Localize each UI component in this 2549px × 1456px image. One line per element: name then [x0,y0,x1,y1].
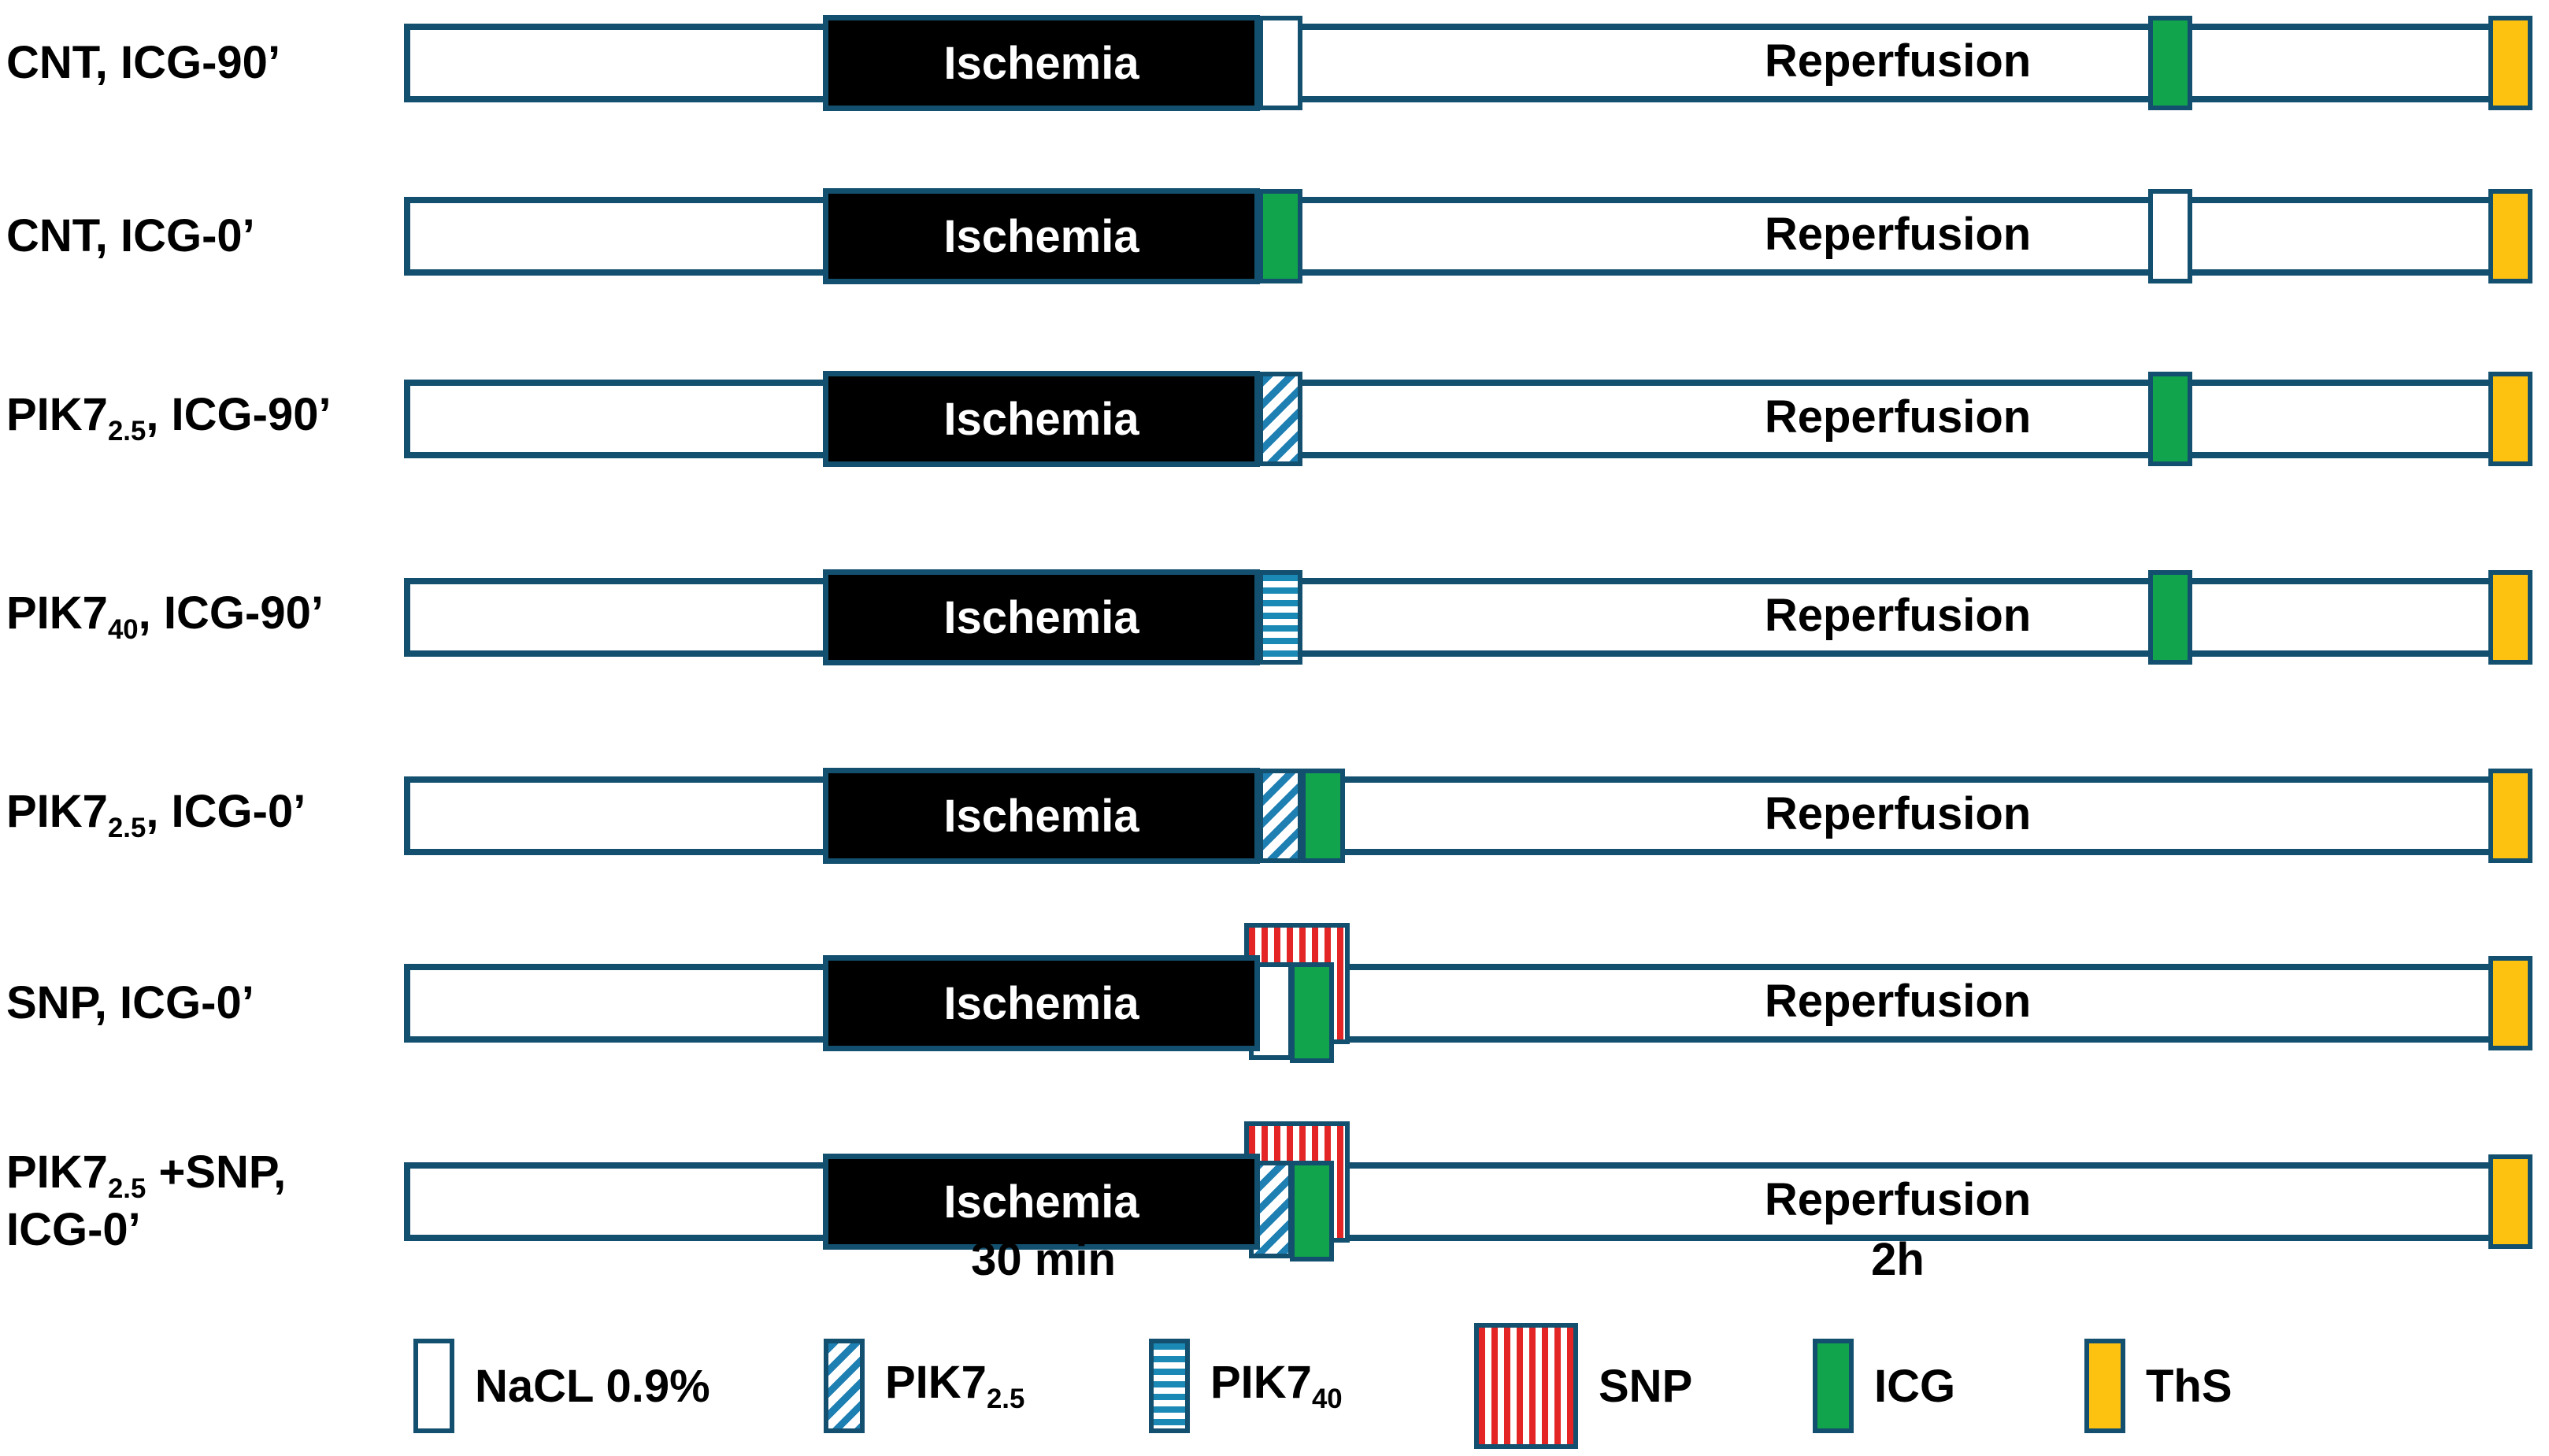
label-text: , ICG-0’ [146,786,306,838]
snp-marker-legend-swatch [1474,1323,1578,1449]
ths-marker-end [2488,769,2532,863]
label-text: ICG-0’ [6,1204,141,1256]
legend-item-icg: ICG [1813,1339,1955,1433]
reperfusion-duration-label: 2h [1871,1234,1925,1285]
legend-item-pik40: PIK740 [1149,1339,1343,1433]
ischemia-duration-label: 30 min [971,1234,1116,1285]
label-text: , ICG-90’ [146,389,332,441]
timeline-bar-pik7-2-5-snp-icg0 [404,1162,2532,1241]
icg-marker [1301,769,1345,863]
ischemia-block: Ischemia [823,188,1260,284]
subscript-text: 2.5 [107,1173,146,1205]
label-text: CNT, ICG-0’ [6,209,255,261]
group-label-pik7-2-5-icg90: PIK72.5, ICG-90’ [6,343,400,495]
timeline-bar-pik7-2-5-icg90 [404,380,2532,458]
subscript-text: 40 [107,614,139,646]
timeline-bar-cnt-icg0 [404,197,2532,276]
pik7-2-5-marker-legend-swatch [824,1339,865,1433]
ischemia-block: Ischemia [823,768,1260,864]
ths-marker-end [2488,372,2532,466]
subscript-text: 40 [1311,1384,1343,1415]
nacl-marker-90min [2148,189,2192,283]
timeline-bar-pik7-2-5-icg0 [404,776,2532,855]
reperfusion-segment-label: Reperfusion [1764,976,2032,1027]
group-label-snp-icg0: SNP, ICG-0’ [6,928,400,1079]
reperfusion-segment-label: Reperfusion [1764,1174,2032,1225]
icg-marker-90min [2148,372,2192,466]
group-label-pik7-2-5-icg0: PIK72.5, ICG-0’ [6,740,400,891]
icg-marker [1258,189,1302,283]
ischemia-block: Ischemia [823,371,1260,467]
timeline-bar-pik7-40-icg90 [404,578,2532,657]
label-text: PIK7 [885,1357,987,1409]
group-label-pik7-40-icg90: PIK740, ICG-90’ [6,542,400,693]
subscript-text: 2.5 [107,416,146,447]
label-text: PIK7 [1210,1357,1312,1409]
ischemia-block: Ischemia [823,569,1260,665]
reperfusion-segment-label: Reperfusion [1764,788,2032,839]
label-text: SNP, ICG-0’ [6,976,254,1028]
timeline-bar-cnt-icg90 [404,24,2532,102]
pik7-2-5-marker [1258,769,1302,863]
ischemia-block: Ischemia [823,1154,1260,1250]
reperfusion-segment-label: Reperfusion [1764,209,2032,260]
legend-item-ths: ThS [2084,1339,2232,1433]
icg-marker-legend-swatch [1813,1339,1854,1433]
ths-marker-end [2488,570,2532,665]
ths-marker-legend-swatch [2084,1339,2125,1433]
pik7-2-5-marker [1258,372,1302,466]
ischemia-block: Ischemia [823,15,1260,111]
icg-marker [1290,962,1334,1063]
group-label-cnt-icg0: CNT, ICG-0’ [6,161,400,312]
ischemia-block: Ischemia [823,955,1260,1051]
label-text: NaCL 0.9% [475,1360,710,1412]
timeline-bar-snp-icg0 [404,964,2532,1043]
label-text: ThS [2146,1360,2232,1412]
label-text: PIK7 [6,786,108,838]
ths-marker-end [2488,16,2532,110]
nacl-marker [1258,16,1302,110]
reperfusion-segment-label: Reperfusion [1764,35,2032,87]
ths-marker-end [2488,956,2532,1050]
legend-item-snp: SNP [1474,1323,1692,1449]
reperfusion-segment-label: Reperfusion [1764,391,2032,443]
subscript-text: 2.5 [107,813,146,844]
pik7-40-marker-legend-swatch [1149,1339,1190,1433]
label-text: PIK7 [6,587,108,639]
reperfusion-segment-label: Reperfusion [1764,590,2032,641]
legend-item-nacl: NaCL 0.9% [413,1339,710,1433]
ths-marker-end [2488,189,2532,283]
label-text: ICG [1874,1360,1956,1412]
pik7-40-marker [1258,570,1302,665]
label-text: SNP [1599,1360,1693,1412]
icg-marker-90min [2148,16,2192,110]
icg-marker [1290,1161,1334,1261]
label-text: +SNP, [146,1146,287,1198]
subscript-text: 2.5 [986,1384,1025,1415]
group-label-pik7-2-5-snp-icg0: PIK72.5 +SNP, ICG-0’ [6,1126,400,1277]
ths-marker-end [2488,1154,2532,1249]
label-text: PIK7 [6,389,108,441]
label-text: , ICG-90’ [138,587,324,639]
label-text: PIK7 [6,1146,108,1198]
label-text: CNT, ICG-90’ [6,36,281,88]
legend-item-pik25: PIK72.5 [824,1339,1024,1433]
icg-marker-90min [2148,570,2192,665]
group-label-cnt-icg90: CNT, ICG-90’ [6,0,400,139]
nacl-marker-legend-swatch [413,1339,454,1433]
